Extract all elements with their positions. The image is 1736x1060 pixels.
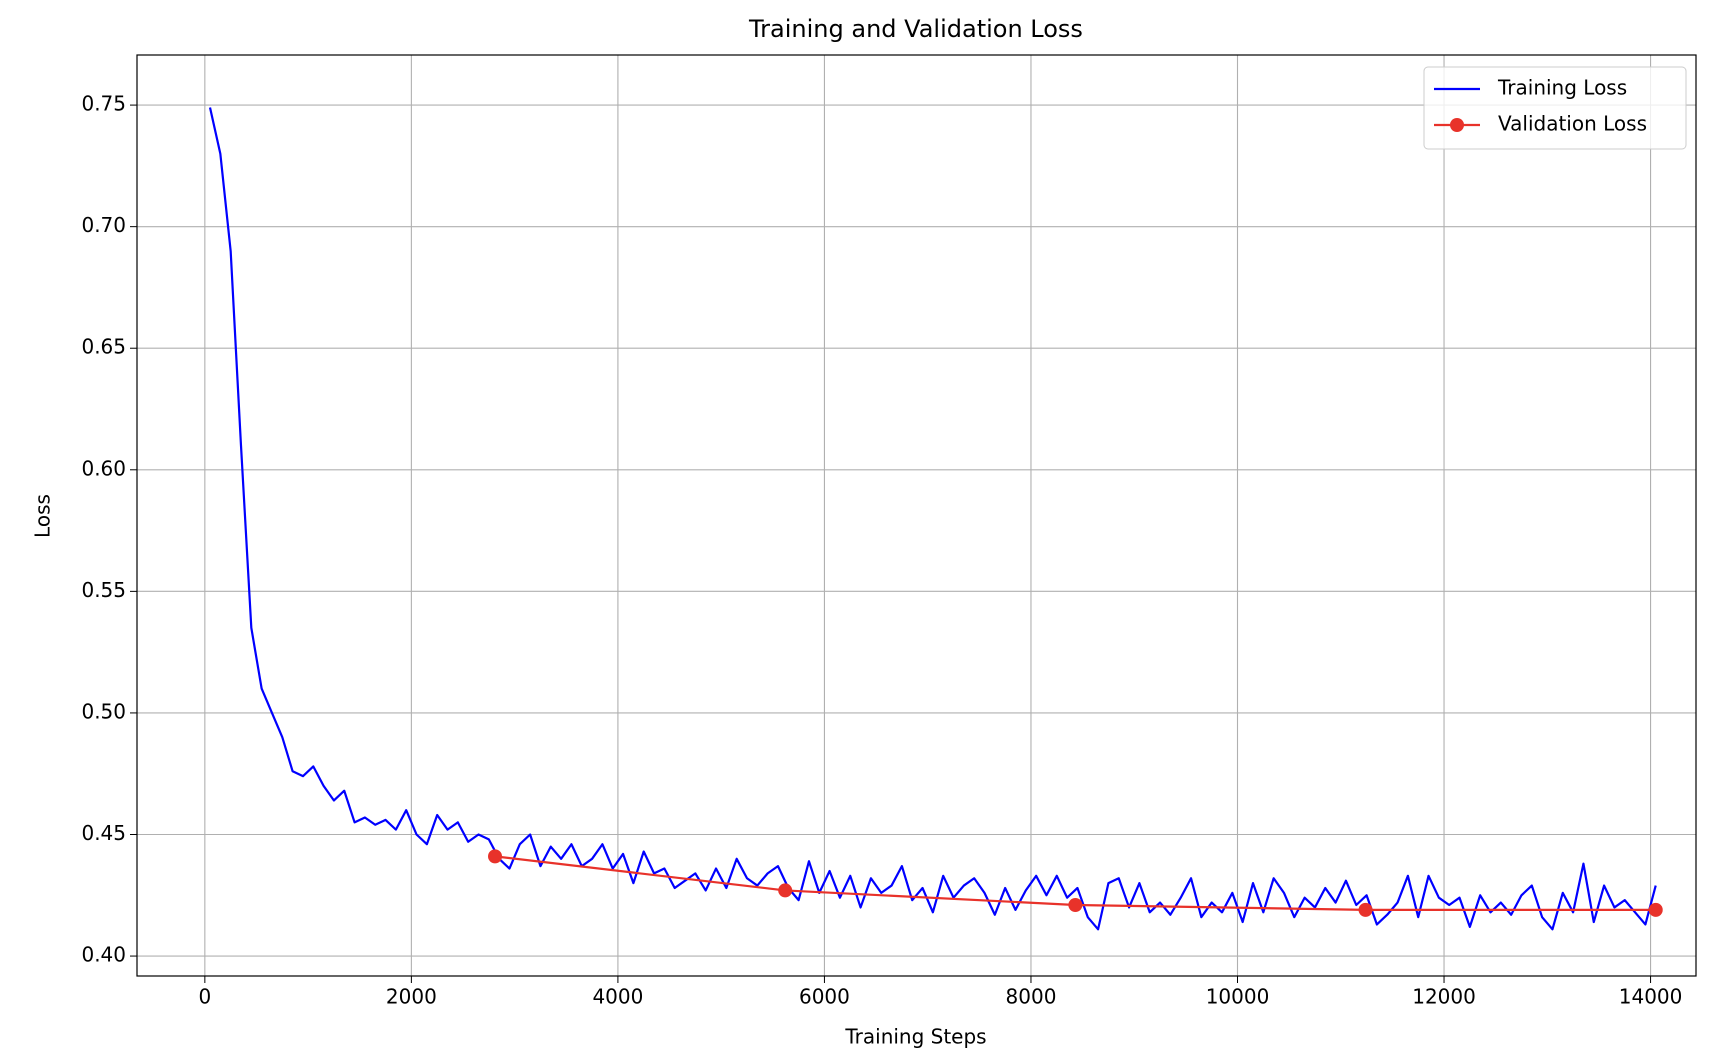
x-tick-label: 2000 [386,985,437,1009]
data-point [488,849,503,864]
series-line [208,107,1657,931]
legend-marker [1450,118,1464,132]
y-tick-label: 0.40 [81,943,126,967]
y-tick-label: 0.60 [81,456,126,480]
data-point [1358,902,1373,917]
x-tick-label: 14000 [1619,985,1683,1009]
y-tick-label: 0.55 [81,578,126,602]
legend-frame [1423,66,1687,150]
x-axis-label: Training Steps [844,1025,986,1049]
y-tick-label: 0.45 [81,821,126,845]
legend-label: Validation Loss [1498,112,1647,136]
plot-frame [136,54,1697,977]
legend-label: Training Loss [1497,76,1627,100]
x-tick-label: 10000 [1206,985,1270,1009]
data-point [1648,902,1663,917]
y-tick-label: 0.70 [81,213,126,237]
y-tick-label: 0.50 [81,699,126,723]
y-tick-label: 0.75 [81,92,126,116]
x-tick-label: 12000 [1412,985,1476,1009]
x-tick-label: 6000 [799,985,850,1009]
x-tick-label: 8000 [1006,985,1057,1009]
data-point [1068,898,1083,913]
y-axis-label: Loss [31,494,55,538]
data-point [778,883,793,898]
y-tick-label: 0.65 [81,335,126,359]
x-tick-label: 0 [198,985,211,1009]
x-tick-label: 4000 [592,985,643,1009]
legend: Training Loss Validation Loss [1423,66,1687,150]
chart-title: Training and Validation Loss [748,15,1083,43]
